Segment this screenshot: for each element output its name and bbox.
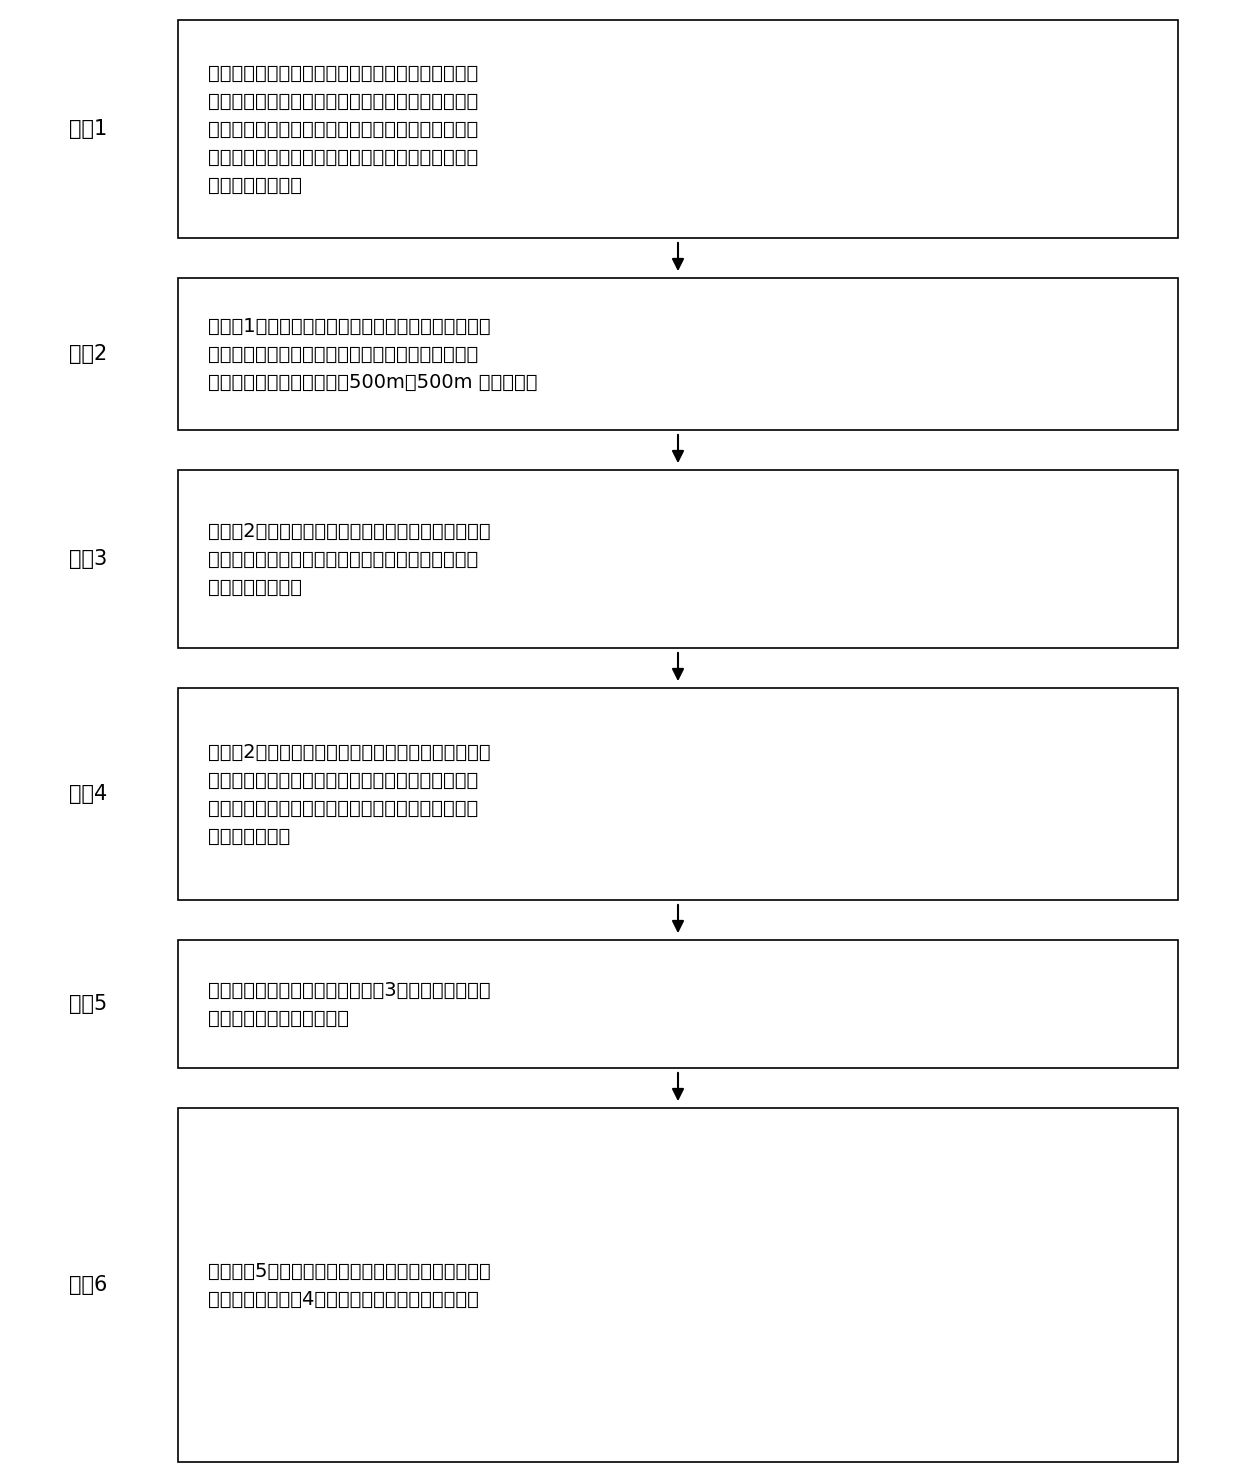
Bar [179, 940, 1178, 1069]
Text: 使用移动提取方法提取稀疏轨迹，对提取的移动记录
按时间排序，连接轨迹序列当前位置前后的记录，每
两条相邻记录作为一组，每组记录中以前面记录的空
间坐标为起点，后: 使用移动提取方法提取稀疏轨迹，对提取的移动记录 按时间排序，连接轨迹序列当前位置… [208, 64, 479, 194]
Text: 使用确定性纤维束跟踪方式从步骤3中的所述移动向量
聚类得到显著的全局移动流: 使用确定性纤维束跟踪方式从步骤3中的所述移动向量 聚类得到显著的全局移动流 [208, 981, 491, 1027]
Text: 步骤4: 步骤4 [69, 784, 107, 805]
Text: 步骤1: 步骤1 [69, 119, 107, 139]
Text: 步骤5: 步骤5 [69, 994, 107, 1014]
Text: 步骤6: 步骤6 [68, 1275, 107, 1295]
Text: 对步骤2中所述时空划分后的移动向量进行处理，在空
间上，使用双向方差衡量空间单元内移动向量方向的
分布特征，在时间上，采用计算极值的方法计算空间
单元内的异常值: 对步骤2中所述时空划分后的移动向量进行处理，在空 间上，使用双向方差衡量空间单元… [208, 742, 491, 846]
Bar [179, 470, 1178, 648]
Text: 对于步骤5中的全局移动流进行循环展示，并使用热力
图的方法展示步骤4中得到的异常值和人群分布属性: 对于步骤5中的全局移动流进行循环展示，并使用热力 图的方法展示步骤4中得到的异常… [208, 1261, 491, 1309]
Text: 对步骤2中所述时空划分后的移动向量，先使用核密度
估计方法进行平滑处理，然后进行聚合，得到局部空
间内移动向量聚类: 对步骤2中所述时空划分后的移动向量，先使用核密度 估计方法进行平滑处理，然后进行… [208, 522, 491, 596]
Text: 对步骤1中得到的移动向量进行时空划分，在时间上，
将移动向量划分至一个小时或多个小时的时间段，在
空间上，将移动向量划分至500m＊500m 的网格之中: 对步骤1中得到的移动向量进行时空划分，在时间上， 将移动向量划分至一个小时或多个… [208, 317, 537, 391]
Bar [179, 688, 1178, 900]
Bar [179, 1109, 1178, 1463]
Bar [179, 19, 1178, 239]
Text: 步骤2: 步骤2 [69, 344, 107, 365]
Text: 步骤3: 步骤3 [69, 548, 107, 569]
Bar [179, 279, 1178, 430]
